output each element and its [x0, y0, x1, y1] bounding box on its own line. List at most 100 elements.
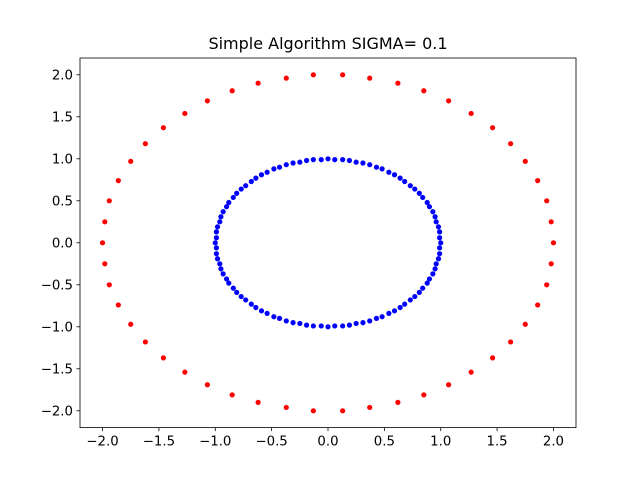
- inner-ring-point: [402, 178, 408, 185]
- inner-ring-point: [397, 304, 403, 311]
- inner-ring-point: [391, 308, 398, 314]
- inner-ring-point: [412, 293, 418, 300]
- inner-ring-point: [283, 318, 289, 324]
- inner-ring-point: [367, 318, 373, 324]
- inner-ring-point: [424, 199, 430, 206]
- inner-ring-point: [213, 229, 219, 235]
- inner-ring-point: [297, 159, 303, 165]
- outer-ring-point: [550, 240, 557, 246]
- inner-ring-point: [391, 172, 398, 178]
- y-tick-label: −2.0: [41, 405, 73, 420]
- inner-ring-point: [230, 194, 236, 201]
- inner-ring-point: [218, 266, 224, 272]
- outer-ring-point: [142, 141, 148, 147]
- inner-ring-point: [424, 280, 430, 286]
- outer-ring-point: [283, 75, 289, 81]
- inner-ring-point: [223, 204, 230, 210]
- inner-ring-point: [220, 271, 226, 277]
- y-tick-label: 1.5: [52, 111, 73, 126]
- chart-title: Simple Algorithm SIGMA= 0.1: [208, 34, 447, 53]
- inner-ring-point: [438, 240, 444, 246]
- inner-ring-point: [360, 160, 366, 166]
- outer-ring-point: [160, 355, 167, 361]
- outer-ring-point: [489, 125, 496, 131]
- outer-ring-point: [142, 339, 148, 345]
- inner-ring-point: [420, 194, 426, 201]
- x-tick-label: −2.0: [86, 435, 118, 450]
- outer-ring-point: [446, 382, 452, 388]
- inner-ring-point: [264, 310, 270, 316]
- inner-ring-point: [226, 280, 232, 286]
- inner-ring-point: [238, 293, 244, 300]
- inner-ring-point: [353, 159, 359, 165]
- outer-ring-point: [310, 72, 316, 78]
- outer-ring-point: [421, 392, 427, 398]
- inner-ring-point: [283, 162, 289, 168]
- outer-ring-point: [522, 321, 528, 327]
- inner-ring-point: [420, 285, 426, 291]
- inner-ring-point: [340, 157, 346, 163]
- inner-ring-point: [367, 162, 373, 168]
- inner-ring-point: [248, 178, 254, 185]
- inner-ring-point: [318, 157, 324, 163]
- inner-ring-point: [379, 314, 385, 320]
- inner-ring-point: [318, 323, 324, 329]
- outer-ring-point: [340, 408, 346, 414]
- inner-ring-point: [360, 320, 366, 326]
- y-tick-label: 0.0: [52, 237, 73, 252]
- inner-ring-point: [258, 172, 265, 178]
- inner-ring-point: [223, 276, 230, 282]
- plot-area-frame: [79, 57, 577, 429]
- inner-ring-point: [290, 320, 296, 326]
- inner-ring-point: [243, 183, 249, 189]
- inner-ring-point: [432, 214, 438, 220]
- x-axis-ticks: −2.0 −1.5 −1.0 −0.5 0.0 0.5 1.0 1.5 2.0: [86, 427, 564, 450]
- outer-ring-point: [229, 392, 235, 398]
- inner-ring-point: [426, 204, 433, 210]
- inner-ring-point: [220, 209, 226, 215]
- outer-ring-point: [115, 178, 121, 184]
- x-tick-label: 0.0: [317, 435, 338, 450]
- outer-ring-point: [283, 404, 289, 411]
- inner-ring-point: [346, 157, 353, 164]
- inner-ring-point: [217, 219, 223, 225]
- inner-ring-point: [353, 320, 359, 327]
- inner-ring-point: [213, 235, 219, 241]
- inner-ring-point: [310, 323, 316, 329]
- y-tick-label: 0.5: [52, 195, 73, 210]
- inner-ring-point: [435, 256, 442, 262]
- inner-ring-point: [310, 157, 316, 163]
- inner-ring-point: [437, 251, 443, 257]
- inner-ring-point: [432, 266, 438, 272]
- inner-ring-point: [264, 169, 270, 175]
- outer-ring-point: [229, 88, 235, 94]
- outer-ring-point: [446, 98, 452, 104]
- inner-ring-point: [214, 256, 221, 262]
- y-tick-label: 2.0: [52, 69, 73, 84]
- inner-ring-point: [325, 324, 331, 330]
- inner-ring-point: [412, 186, 418, 192]
- outer-ring-point: [128, 321, 134, 327]
- inner-ring-point: [214, 224, 221, 230]
- x-tick-label: −1.0: [199, 435, 231, 450]
- inner-ring-point: [332, 157, 338, 163]
- inner-ring-point: [437, 245, 443, 251]
- inner-ring-point: [433, 219, 439, 225]
- outer-ring-point: [367, 404, 373, 411]
- x-tick-label: −1.5: [143, 435, 175, 450]
- inner-ring-point: [248, 301, 254, 307]
- inner-ring-point: [303, 157, 310, 164]
- outer-ring-point: [102, 261, 108, 267]
- outer-ring-point: [182, 369, 188, 375]
- inner-ring-point: [238, 186, 244, 192]
- inner-ring-point: [437, 235, 443, 241]
- outer-ring-point: [489, 355, 496, 361]
- outer-ring-point: [535, 178, 541, 184]
- outer-ring-point: [468, 369, 474, 375]
- inner-ring-point: [271, 314, 277, 320]
- outer-ring-point: [421, 88, 427, 94]
- outer-ring-point: [106, 198, 112, 204]
- inner-ring-point: [271, 166, 277, 172]
- inner-ring-point: [407, 297, 413, 303]
- inner-ring-point: [213, 251, 219, 257]
